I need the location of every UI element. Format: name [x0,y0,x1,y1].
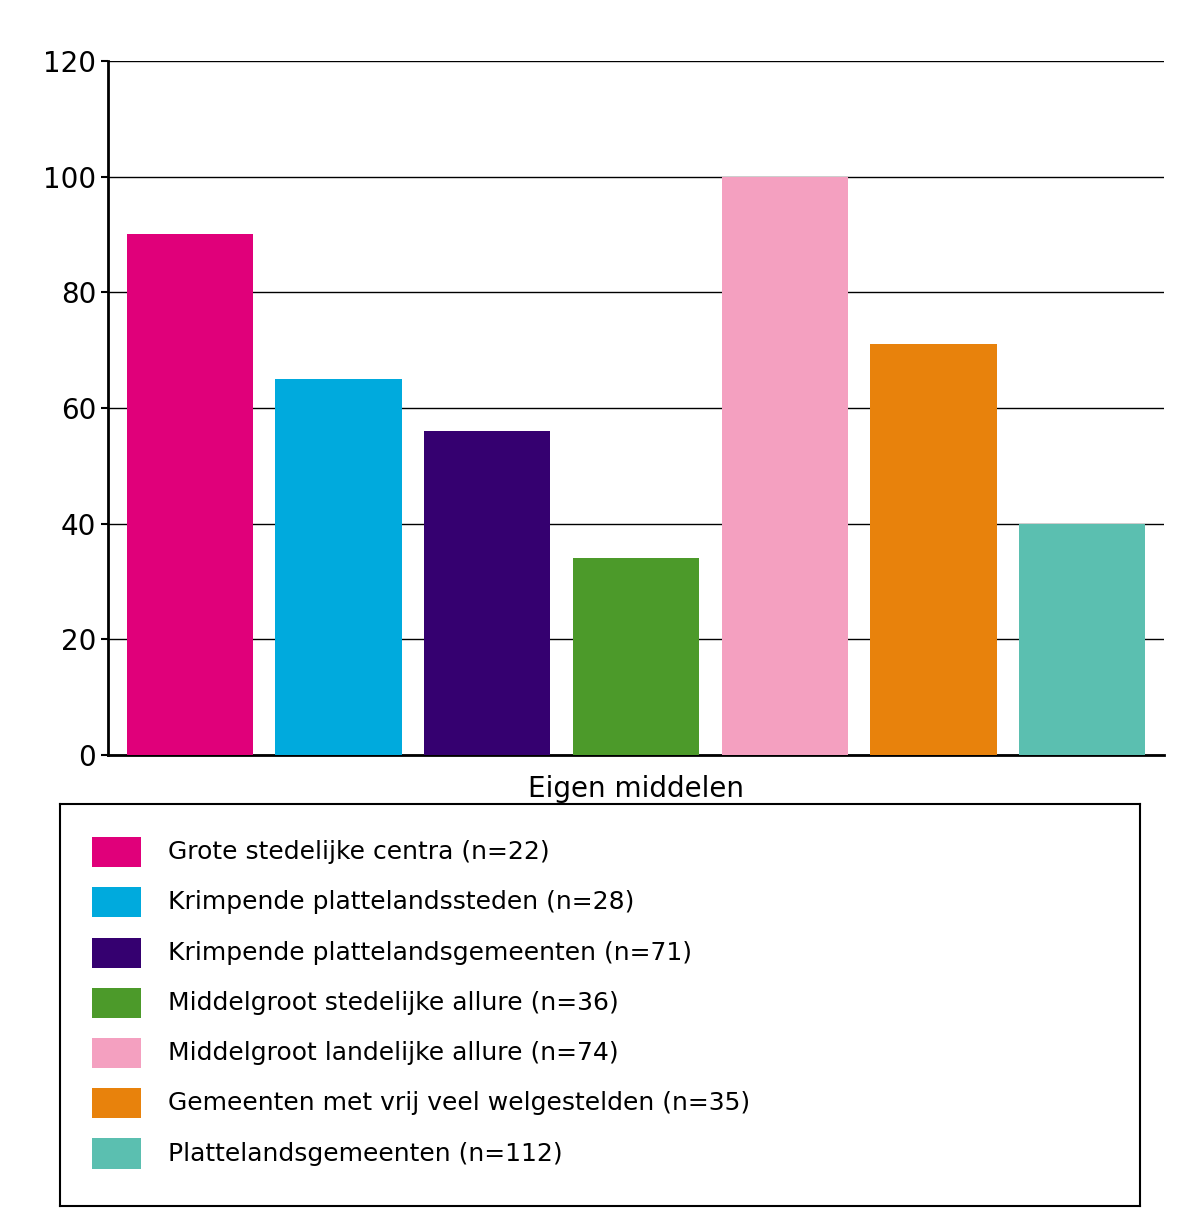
Text: Gemeenten met vrij veel welgestelden (n=35): Gemeenten met vrij veel welgestelden (n=… [168,1091,750,1116]
Bar [92,938,142,967]
Bar [275,379,402,755]
Bar [870,345,997,755]
Bar [92,1088,142,1118]
Bar [424,431,551,755]
X-axis label: Eigen middelen: Eigen middelen [528,775,744,803]
Text: Krimpende plattelandssteden (n=28): Krimpende plattelandssteden (n=28) [168,890,635,915]
Bar [92,1139,142,1168]
Text: Middelgroot landelijke allure (n=74): Middelgroot landelijke allure (n=74) [168,1041,619,1065]
Text: Middelgroot stedelijke allure (n=36): Middelgroot stedelijke allure (n=36) [168,990,619,1015]
Bar [92,887,142,917]
Bar [1019,524,1146,755]
Bar [92,988,142,1018]
Bar [126,234,253,755]
Bar [92,837,142,867]
Bar [572,558,700,755]
Bar [92,1038,142,1068]
Bar [721,177,848,755]
Text: Krimpende plattelandsgemeenten (n=71): Krimpende plattelandsgemeenten (n=71) [168,940,692,965]
Text: Grote stedelijke centra (n=22): Grote stedelijke centra (n=22) [168,840,550,864]
Text: Plattelandsgemeenten (n=112): Plattelandsgemeenten (n=112) [168,1141,563,1166]
